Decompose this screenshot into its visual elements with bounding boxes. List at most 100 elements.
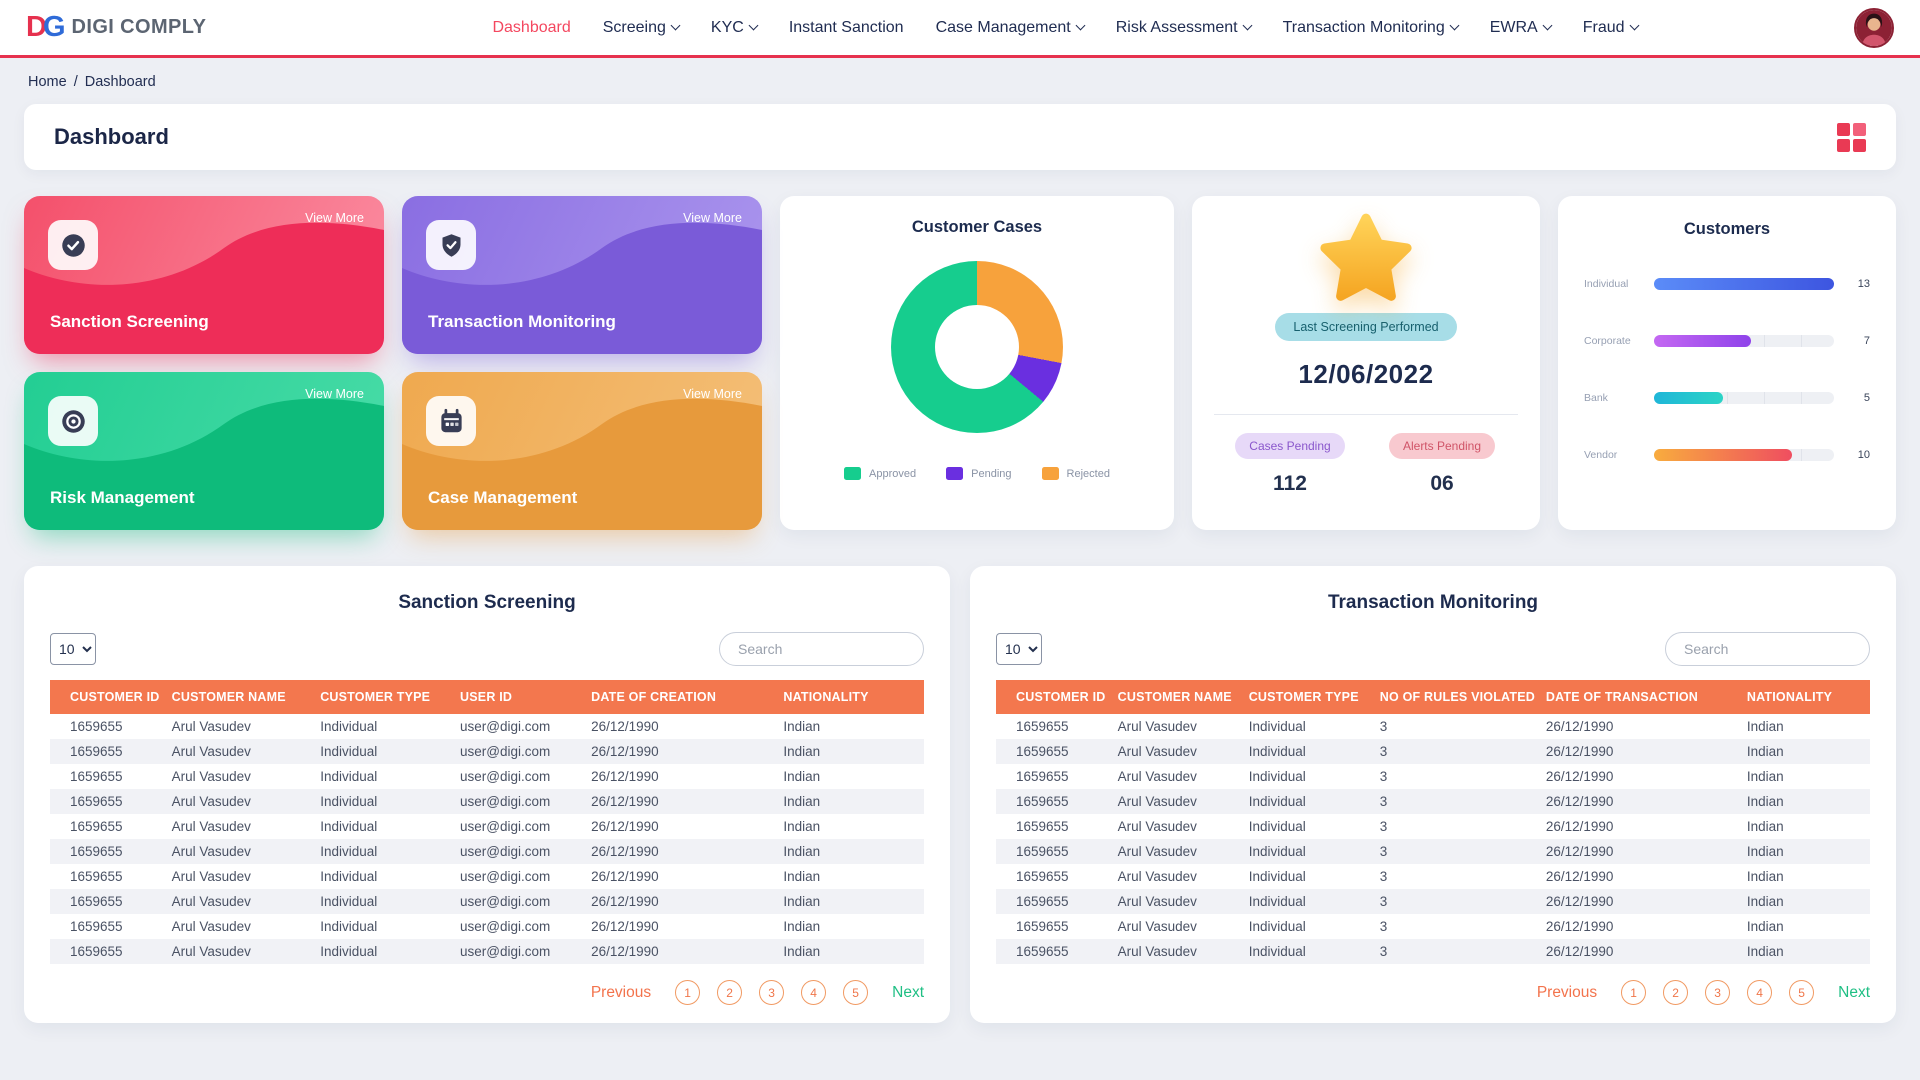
previous-button[interactable]: Previous: [590, 983, 652, 1001]
brand-name: DIGI COMPLY: [71, 16, 207, 38]
table-cell: Individual: [1248, 894, 1306, 909]
pending-stats: Cases Pending 112 Alerts Pending 06: [1214, 433, 1518, 496]
bar-fill: [1654, 448, 1793, 461]
table-row: 1659655 Arul Vasudev Individual 3 26/12/1990…: [996, 764, 1870, 789]
table-cell: 1659655: [70, 894, 123, 909]
top-nav-bar: DG DIGI COMPLY Dashboard Screeing KYC In…: [0, 0, 1920, 58]
table-cell: 3: [1379, 844, 1388, 859]
search-input[interactable]: [719, 632, 924, 666]
table-cell: 3: [1379, 719, 1388, 734]
view-more-link[interactable]: View More: [683, 211, 742, 225]
chevron-down-icon: [1075, 20, 1086, 31]
table-cell: user@digi.com: [460, 719, 551, 734]
table-cell: Individual: [1248, 769, 1306, 784]
table-cell: Indian: [783, 869, 821, 884]
table-cell: Individual: [1248, 844, 1306, 859]
transaction-monitoring-card[interactable]: View More Transaction Monitoring: [402, 196, 762, 354]
sanction-screening-card[interactable]: View More Sanction Screening: [24, 196, 384, 354]
view-more-link[interactable]: View More: [683, 387, 742, 401]
page-number-button[interactable]: 1: [675, 980, 701, 1005]
column-header: DATE OF CREATION: [583, 680, 776, 714]
nav-label: EWRA: [1489, 18, 1538, 36]
customer-cases-title: Customer Cases: [911, 218, 1043, 236]
nav-item-instant-sanction[interactable]: Instant Sanction: [789, 19, 904, 37]
previous-button[interactable]: Previous: [1536, 983, 1598, 1001]
table-cell: Individual: [320, 944, 378, 959]
page-number-button[interactable]: 2: [717, 980, 743, 1005]
nav-label: Dashboard: [492, 18, 571, 36]
nav-item-case-management[interactable]: Case Management: [936, 19, 1086, 37]
search-input[interactable]: [1665, 632, 1870, 666]
nav-item-risk-assessment[interactable]: Risk Assessment: [1116, 19, 1253, 37]
table-row: 1659655 Arul Vasudev Individual user@digi.c…: [50, 839, 924, 864]
table-cell: Individual: [1248, 719, 1306, 734]
table-cell: Arul Vasudev: [1117, 794, 1197, 809]
table-cell: Indian: [783, 744, 821, 759]
bar-label: Corporate: [1584, 334, 1631, 347]
table-cell: 3: [1379, 794, 1388, 809]
nav-item-ewra[interactable]: EWRA: [1489, 18, 1553, 37]
table-cell: Arul Vasudev: [171, 919, 251, 934]
nav-item-screening[interactable]: Screeing: [602, 18, 681, 37]
page-number-button[interactable]: 4: [801, 980, 827, 1005]
bar-fill: [1654, 277, 1834, 290]
feature-card-title: Case Management: [428, 488, 578, 507]
table-cell: user@digi.com: [460, 744, 551, 759]
nav-label: Screeing: [602, 18, 666, 36]
page-number-button[interactable]: 5: [1789, 980, 1815, 1005]
table-cell: 1659655: [1016, 944, 1069, 959]
nav-item-fraud[interactable]: Fraud: [1583, 19, 1639, 37]
view-more-link[interactable]: View More: [305, 211, 364, 225]
rows-per-page-select[interactable]: 10: [996, 633, 1042, 665]
page-number-button[interactable]: 1: [1621, 980, 1647, 1005]
table-row: 1659655 Arul Vasudev Individual user@digi.c…: [50, 889, 924, 914]
page-title: Dashboard: [54, 124, 169, 149]
bar-label: Vendor: [1584, 448, 1618, 461]
table-cell: Indian: [1746, 919, 1784, 934]
legend-item-rejected: Rejected: [1041, 467, 1110, 480]
user-avatar[interactable]: [1854, 7, 1894, 48]
customer-cases-donut: [891, 261, 1063, 433]
nav-item-dashboard[interactable]: Dashboard: [492, 19, 570, 37]
cases-pending-stat: Cases Pending 112: [1214, 433, 1366, 496]
page-number-button[interactable]: 5: [843, 980, 869, 1005]
page-number-button[interactable]: 4: [1747, 980, 1773, 1005]
table-cell: Arul Vasudev: [1117, 869, 1197, 884]
table-cell: 26/12/1990: [591, 794, 659, 809]
grid-layout-icon[interactable]: [1837, 122, 1866, 152]
table-cell: Arul Vasudev: [1117, 919, 1197, 934]
nav-item-kyc[interactable]: KYC: [711, 19, 759, 37]
page-title-card: Dashboard: [24, 104, 1896, 170]
table-cell: Individual: [320, 769, 378, 784]
next-button[interactable]: Next: [892, 983, 924, 1001]
table-cell: 1659655: [1016, 794, 1069, 809]
view-more-link[interactable]: View More: [305, 387, 364, 401]
page-number-button[interactable]: 3: [759, 980, 785, 1005]
brand: DG DIGI COMPLY: [26, 13, 276, 42]
table-cell: Indian: [783, 719, 821, 734]
rows-per-page-select[interactable]: 10: [50, 633, 96, 665]
page-number-button[interactable]: 3: [1705, 980, 1731, 1005]
alerts-pending-badge: Alerts Pending: [1388, 433, 1496, 459]
table-cell: Arul Vasudev: [171, 744, 251, 759]
risk-management-card[interactable]: View More Risk Management: [24, 372, 384, 530]
table-controls: 10: [50, 632, 924, 666]
table-cell: Indian: [783, 794, 821, 809]
sanction-screening-table: CUSTOMER ID CUSTOMER NAME CUSTOMER TYPE USE…: [50, 680, 924, 964]
bar-track: [1654, 334, 1834, 347]
table-row: 1659655 Arul Vasudev Individual 3 26/12/1990…: [996, 789, 1870, 814]
dashboard-cards-grid: View More Sanction Screening View More T…: [24, 196, 1896, 530]
table-cell: Arul Vasudev: [1117, 844, 1197, 859]
nav-item-transaction-monitoring[interactable]: Transaction Monitoring: [1283, 19, 1460, 37]
next-button[interactable]: Next: [1838, 983, 1870, 1001]
case-management-card[interactable]: View More Case Management: [402, 372, 762, 530]
column-header: NATIONALITY: [1738, 680, 1870, 714]
table-cell: user@digi.com: [460, 919, 551, 934]
table-cell: Individual: [320, 894, 378, 909]
chevron-down-icon: [748, 20, 759, 31]
page-number-button[interactable]: 2: [1663, 980, 1689, 1005]
table-cell: 1659655: [70, 844, 123, 859]
breadcrumb-home-link[interactable]: Home: [28, 74, 67, 90]
